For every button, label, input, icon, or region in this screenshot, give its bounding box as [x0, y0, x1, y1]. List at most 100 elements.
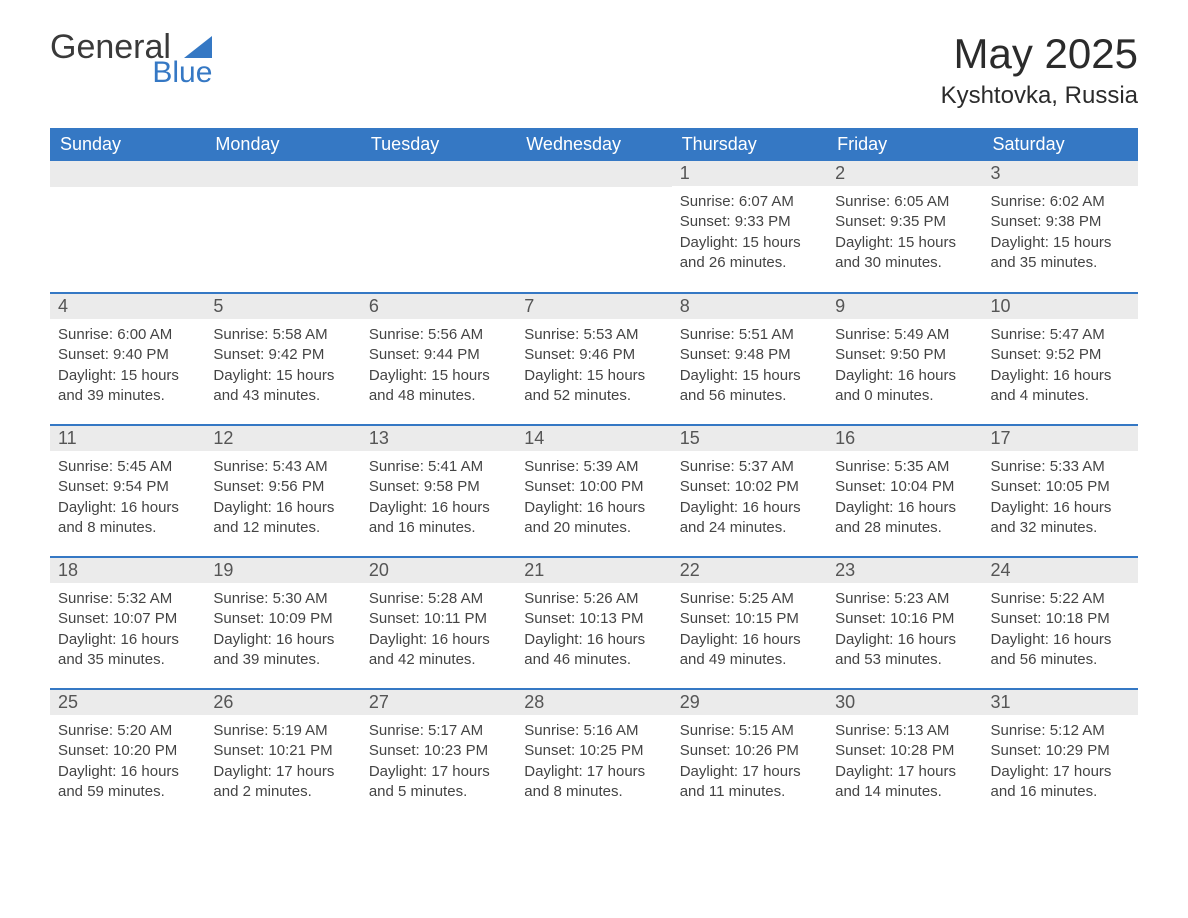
weekday-header: Tuesday [361, 128, 516, 161]
calendar-cell: 14Sunrise: 5:39 AMSunset: 10:00 PMDaylig… [516, 425, 671, 557]
calendar-cell: 3Sunrise: 6:02 AMSunset: 9:38 PMDaylight… [983, 161, 1138, 293]
day-details: Sunrise: 6:07 AMSunset: 9:33 PMDaylight:… [672, 186, 827, 283]
day-details: Sunrise: 5:35 AMSunset: 10:04 PMDaylight… [827, 451, 982, 548]
day-number: 8 [672, 294, 827, 319]
sunset-line: Sunset: 10:11 PM [369, 609, 508, 629]
calendar-body: 1Sunrise: 6:07 AMSunset: 9:33 PMDaylight… [50, 161, 1138, 821]
day-number: 7 [516, 294, 671, 319]
sunrise-line: Sunrise: 6:05 AM [835, 192, 974, 212]
sunrise-line: Sunrise: 5:45 AM [58, 457, 197, 477]
daylight-line: Daylight: 15 hours and 43 minutes. [213, 366, 352, 407]
calendar-cell: 8 Sunrise: 5:51 AMSunset: 9:48 PMDaylight… [672, 293, 827, 425]
sunset-line: Sunset: 10:00 PM [524, 477, 663, 497]
daylight-line: Daylight: 16 hours and 0 minutes. [835, 366, 974, 407]
calendar-cell: 18Sunrise: 5:32 AMSunset: 10:07 PMDaylig… [50, 557, 205, 689]
day-details: Sunrise: 5:33 AMSunset: 10:05 PMDaylight… [983, 451, 1138, 548]
sunrise-line: Sunrise: 5:51 AM [680, 325, 819, 345]
daylight-line: Daylight: 16 hours and 4 minutes. [991, 366, 1130, 407]
calendar-cell: 28Sunrise: 5:16 AMSunset: 10:25 PMDaylig… [516, 689, 671, 821]
day-number: 18 [50, 558, 205, 583]
sunrise-line: Sunrise: 6:02 AM [991, 192, 1130, 212]
day-details: Sunrise: 5:45 AMSunset: 9:54 PMDaylight:… [50, 451, 205, 548]
sunrise-line: Sunrise: 5:35 AM [835, 457, 974, 477]
calendar-cell: 11Sunrise: 5:45 AMSunset: 9:54 PMDayligh… [50, 425, 205, 557]
sunset-line: Sunset: 9:52 PM [991, 345, 1130, 365]
day-number: 3 [983, 161, 1138, 186]
calendar-cell: 1Sunrise: 6:07 AMSunset: 9:33 PMDaylight… [672, 161, 827, 293]
day-details: Sunrise: 5:20 AMSunset: 10:20 PMDaylight… [50, 715, 205, 812]
day-number: 27 [361, 690, 516, 715]
weekday-header: Wednesday [516, 128, 671, 161]
calendar-cell-empty [50, 161, 205, 293]
day-details: Sunrise: 5:12 AMSunset: 10:29 PMDaylight… [983, 715, 1138, 812]
daylight-line: Daylight: 17 hours and 2 minutes. [213, 762, 352, 803]
day-details: Sunrise: 5:47 AMSunset: 9:52 PMDaylight:… [983, 319, 1138, 416]
sunset-line: Sunset: 10:21 PM [213, 741, 352, 761]
calendar-cell-empty [516, 161, 671, 293]
day-details: Sunrise: 5:26 AMSunset: 10:13 PMDaylight… [516, 583, 671, 680]
day-number: 6 [361, 294, 516, 319]
sunset-line: Sunset: 9:58 PM [369, 477, 508, 497]
daylight-line: Daylight: 16 hours and 49 minutes. [680, 630, 819, 671]
calendar-row: 11Sunrise: 5:45 AMSunset: 9:54 PMDayligh… [50, 425, 1138, 557]
calendar-cell: 17Sunrise: 5:33 AMSunset: 10:05 PMDaylig… [983, 425, 1138, 557]
day-details: Sunrise: 5:23 AMSunset: 10:16 PMDaylight… [827, 583, 982, 680]
daylight-line: Daylight: 16 hours and 32 minutes. [991, 498, 1130, 539]
sunrise-line: Sunrise: 5:47 AM [991, 325, 1130, 345]
daylight-line: Daylight: 15 hours and 30 minutes. [835, 233, 974, 274]
sunset-line: Sunset: 10:18 PM [991, 609, 1130, 629]
day-details: Sunrise: 5:19 AMSunset: 10:21 PMDaylight… [205, 715, 360, 812]
daylight-line: Daylight: 15 hours and 52 minutes. [524, 366, 663, 407]
sunrise-line: Sunrise: 5:37 AM [680, 457, 819, 477]
day-number: 30 [827, 690, 982, 715]
daylight-line: Daylight: 15 hours and 56 minutes. [680, 366, 819, 407]
sunset-line: Sunset: 10:20 PM [58, 741, 197, 761]
calendar-cell: 19Sunrise: 5:30 AMSunset: 10:09 PMDaylig… [205, 557, 360, 689]
daylight-line: Daylight: 16 hours and 53 minutes. [835, 630, 974, 671]
sunset-line: Sunset: 10:29 PM [991, 741, 1130, 761]
day-details: Sunrise: 5:39 AMSunset: 10:00 PMDaylight… [516, 451, 671, 548]
sunset-line: Sunset: 10:02 PM [680, 477, 819, 497]
sunrise-line: Sunrise: 5:19 AM [213, 721, 352, 741]
day-number: 2 [827, 161, 982, 186]
sunset-line: Sunset: 9:50 PM [835, 345, 974, 365]
weekday-header: Monday [205, 128, 360, 161]
sunrise-line: Sunrise: 5:16 AM [524, 721, 663, 741]
calendar-cell: 10Sunrise: 5:47 AMSunset: 9:52 PMDayligh… [983, 293, 1138, 425]
calendar-cell: 4Sunrise: 6:00 AMSunset: 9:40 PMDaylight… [50, 293, 205, 425]
daylight-line: Daylight: 16 hours and 28 minutes. [835, 498, 974, 539]
sunrise-line: Sunrise: 5:56 AM [369, 325, 508, 345]
sunset-line: Sunset: 9:44 PM [369, 345, 508, 365]
calendar-cell: 24Sunrise: 5:22 AMSunset: 10:18 PMDaylig… [983, 557, 1138, 689]
daylight-line: Daylight: 15 hours and 35 minutes. [991, 233, 1130, 274]
day-details: Sunrise: 6:02 AMSunset: 9:38 PMDaylight:… [983, 186, 1138, 283]
logo: General Blue [50, 30, 212, 88]
sunset-line: Sunset: 10:26 PM [680, 741, 819, 761]
day-number: 22 [672, 558, 827, 583]
calendar-cell: 6Sunrise: 5:56 AMSunset: 9:44 PMDaylight… [361, 293, 516, 425]
day-number: 23 [827, 558, 982, 583]
daylight-line: Daylight: 16 hours and 59 minutes. [58, 762, 197, 803]
daylight-line: Daylight: 15 hours and 48 minutes. [369, 366, 508, 407]
sunrise-line: Sunrise: 5:13 AM [835, 721, 974, 741]
sunset-line: Sunset: 9:48 PM [680, 345, 819, 365]
calendar-header-row: SundayMondayTuesdayWednesdayThursdayFrid… [50, 128, 1138, 161]
sunset-line: Sunset: 9:33 PM [680, 212, 819, 232]
day-details: Sunrise: 5:30 AMSunset: 10:09 PMDaylight… [205, 583, 360, 680]
calendar-cell: 22Sunrise: 5:25 AMSunset: 10:15 PMDaylig… [672, 557, 827, 689]
daylight-line: Daylight: 16 hours and 24 minutes. [680, 498, 819, 539]
day-details: Sunrise: 5:37 AMSunset: 10:02 PMDaylight… [672, 451, 827, 548]
sunrise-line: Sunrise: 6:00 AM [58, 325, 197, 345]
day-number: 12 [205, 426, 360, 451]
daylight-line: Daylight: 16 hours and 20 minutes. [524, 498, 663, 539]
day-number: 31 [983, 690, 1138, 715]
day-number: 28 [516, 690, 671, 715]
day-details: Sunrise: 5:56 AMSunset: 9:44 PMDaylight:… [361, 319, 516, 416]
calendar-cell: 2Sunrise: 6:05 AMSunset: 9:35 PMDaylight… [827, 161, 982, 293]
daylight-line: Daylight: 17 hours and 8 minutes. [524, 762, 663, 803]
daylight-line: Daylight: 17 hours and 5 minutes. [369, 762, 508, 803]
sunrise-line: Sunrise: 5:49 AM [835, 325, 974, 345]
calendar-cell: 23Sunrise: 5:23 AMSunset: 10:16 PMDaylig… [827, 557, 982, 689]
day-details: Sunrise: 5:25 AMSunset: 10:15 PMDaylight… [672, 583, 827, 680]
sunset-line: Sunset: 10:16 PM [835, 609, 974, 629]
